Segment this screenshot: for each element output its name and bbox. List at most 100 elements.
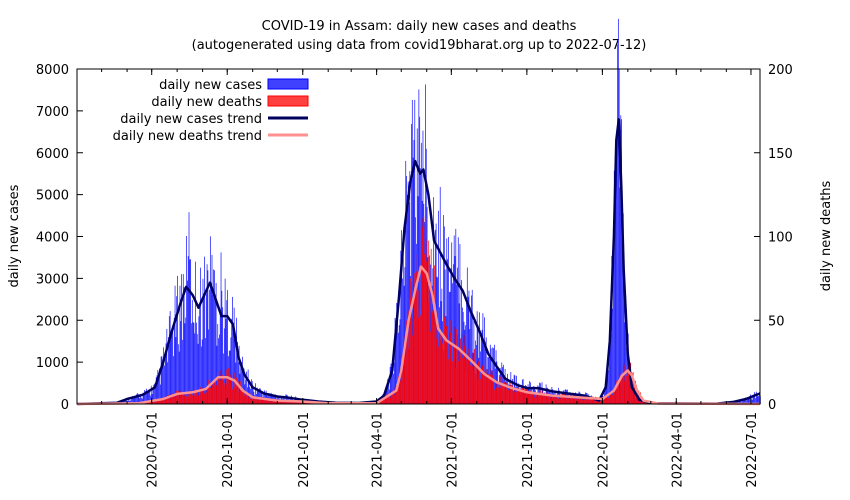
deaths-bar [187, 394, 189, 404]
deaths-bar [253, 397, 255, 404]
deaths-bar [473, 371, 475, 404]
deaths-bar [485, 377, 487, 404]
cases-bar [604, 387, 605, 404]
cases-bar [417, 196, 419, 404]
y2-tick-label: 150 [768, 147, 793, 162]
deaths-bar [146, 402, 148, 404]
deaths-bar [193, 396, 195, 404]
deaths-bar [179, 390, 181, 404]
deaths-bar [233, 373, 235, 404]
x-tick-label: 2020-10-01 [221, 412, 236, 488]
deaths-bar [454, 326, 456, 404]
deaths-bar [530, 393, 532, 404]
deaths-bar [198, 395, 200, 404]
deaths-bar [508, 389, 510, 404]
cases-bar [150, 395, 151, 404]
cases-bar [534, 386, 535, 404]
cases-bar [206, 264, 208, 404]
deaths-bar [448, 338, 450, 404]
cases-bar [740, 400, 742, 404]
cases-bar [291, 395, 292, 404]
cases-bar [260, 388, 261, 404]
deaths-bar [223, 383, 225, 404]
deaths-bar [223, 380, 224, 404]
deaths-bar [422, 217, 424, 404]
cases-bar [741, 400, 743, 404]
cases-bar [480, 351, 481, 404]
cases-trend-line [76, 118, 761, 406]
deaths-bar [212, 385, 214, 404]
deaths-bar [501, 378, 503, 404]
deaths-bar [457, 334, 458, 404]
deaths-bar [443, 350, 444, 404]
deaths-bar [225, 384, 227, 404]
cases-bar [153, 384, 155, 404]
deaths-bar [389, 397, 391, 404]
deaths-bar [586, 396, 588, 404]
deaths-bar [591, 397, 593, 404]
deaths-bar [612, 395, 613, 404]
y-tick-label: 5000 [36, 189, 69, 204]
deaths-bar [412, 318, 414, 404]
deaths-bar [228, 368, 229, 404]
cases-bar [132, 396, 133, 404]
cases-bar [173, 356, 174, 404]
deaths-bar [164, 399, 165, 404]
cases-bar [174, 285, 176, 404]
deaths-bar [175, 391, 177, 404]
deaths-bar [462, 342, 464, 404]
deaths-bar [494, 389, 496, 404]
deaths-bar [479, 364, 480, 404]
deaths-bar [499, 376, 501, 404]
cases-bar [494, 368, 496, 404]
cases-bar [749, 396, 751, 404]
deaths-bar [465, 369, 467, 404]
deaths-bar [476, 379, 478, 404]
cases-bar [581, 395, 583, 404]
deaths-bar [213, 376, 215, 404]
deaths-bar [427, 301, 429, 404]
deaths-bar [540, 395, 542, 404]
deaths-bar [242, 388, 243, 404]
cases-bar [411, 123, 412, 404]
deaths-bar [475, 364, 477, 404]
cases-bar [479, 312, 480, 404]
cases-bar [246, 371, 247, 404]
deaths-bar [161, 399, 163, 404]
deaths-bar [164, 396, 166, 404]
cases-bar [622, 242, 623, 404]
deaths-bar [177, 390, 179, 404]
legend: daily new cases daily new deaths daily new… [113, 78, 309, 144]
deaths-bar [437, 336, 439, 404]
deaths-bar [238, 392, 240, 404]
deaths-bar [215, 385, 217, 404]
deaths-bar [305, 402, 306, 404]
cases-bar [400, 250, 402, 404]
cases-bar [178, 351, 180, 404]
y-tick-label: 1000 [36, 356, 69, 371]
deaths-bar [492, 375, 494, 404]
deaths-bar [516, 391, 517, 404]
deaths-bar [293, 401, 295, 404]
cases-bar [620, 115, 622, 404]
deaths-bar [303, 402, 305, 404]
deaths-bar [488, 374, 490, 404]
cases-bar [243, 368, 245, 404]
cases-bar [755, 391, 757, 404]
deaths-bar [614, 389, 616, 404]
cases-bar [409, 171, 411, 404]
deaths-bar [430, 248, 432, 404]
deaths-bar [622, 376, 624, 404]
cases-bar [125, 398, 127, 404]
deaths-bar [260, 399, 261, 404]
y-tick-label: 6000 [36, 147, 69, 162]
cases-bar [212, 294, 214, 404]
deaths-bar [147, 402, 149, 404]
deaths-bar [186, 396, 187, 404]
deaths-bar [510, 382, 512, 404]
deaths-bar [160, 400, 162, 404]
deaths-bar [511, 384, 512, 404]
cases-bar [187, 280, 188, 404]
deaths-bar [466, 359, 467, 404]
cases-bar [154, 383, 155, 404]
